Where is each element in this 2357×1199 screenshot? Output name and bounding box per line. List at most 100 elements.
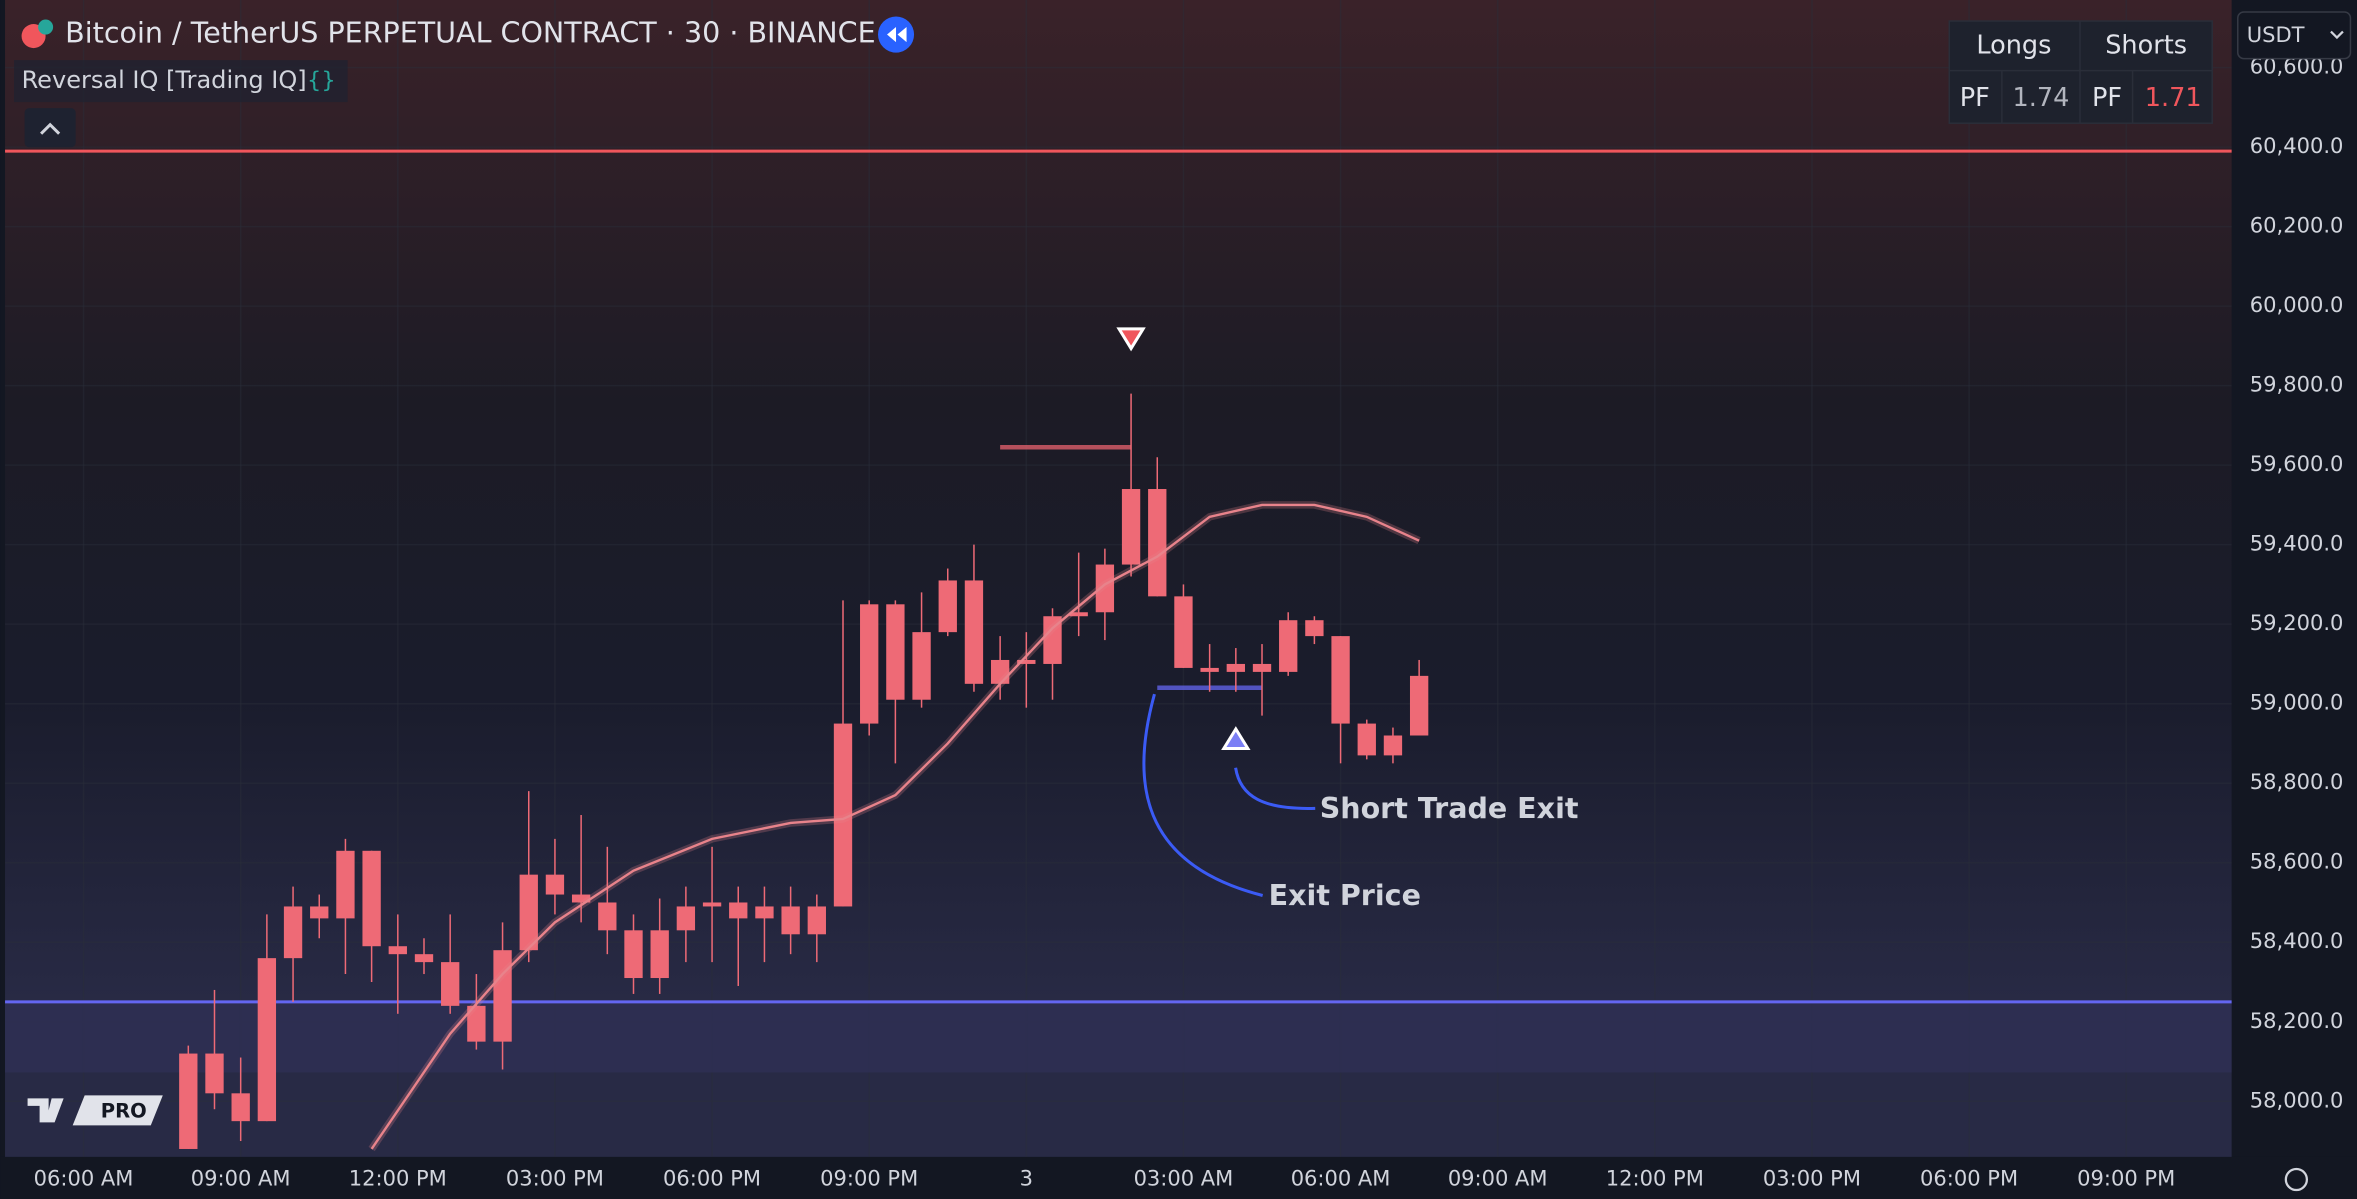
- candle-body: [1226, 663, 1245, 672]
- candle-body: [545, 874, 565, 895]
- logo-text: PRO: [101, 1099, 147, 1122]
- candle-body: [1043, 616, 1062, 664]
- support-zone: [5, 1001, 2232, 1073]
- candle-body: [179, 1053, 198, 1149]
- y-tick-label: 60,000.0: [2250, 292, 2344, 317]
- candle-body: [755, 906, 774, 919]
- indicator-legend: [14, 60, 348, 103]
- candle-body: [702, 902, 722, 907]
- x-tick-label: 03:00 AM: [1134, 1165, 1234, 1190]
- candle-body: [1331, 636, 1350, 724]
- candle-body: [1279, 620, 1298, 672]
- candle-body: [964, 580, 984, 684]
- candle-body: [310, 906, 329, 919]
- candle-body: [571, 894, 591, 903]
- x-tick-label: 03:00 PM: [1763, 1165, 1861, 1190]
- x-tick-label: 06:00 PM: [1920, 1165, 2018, 1190]
- candle-body: [493, 950, 512, 1042]
- y-tick-label: 58,200.0: [2250, 1008, 2344, 1033]
- currency: USDT: [2247, 22, 2305, 47]
- stats-table: Longs Shorts PF 1.74 PF 1.71: [1948, 20, 2213, 124]
- candle-body: [1121, 489, 1141, 565]
- y-tick-label: 60,200.0: [2250, 213, 2344, 238]
- indicator-name[interactable]: Reversal IQ [Trading IQ]: [22, 66, 307, 94]
- x-tick-label: 09:00 AM: [1448, 1165, 1548, 1190]
- buy-signal: [1221, 726, 1251, 750]
- currency-select[interactable]: [2237, 11, 2352, 60]
- candle-body: [729, 902, 748, 919]
- logo: PRO: [27, 1095, 163, 1126]
- replay-icon: [887, 27, 907, 43]
- candle-body: [1095, 564, 1115, 613]
- y-tick-label: 58,400.0: [2250, 928, 2344, 953]
- x-tick-label: 06:00 AM: [1291, 1165, 1391, 1190]
- candle-body: [598, 902, 617, 931]
- symbol-icon: [38, 19, 54, 35]
- candle-body: [231, 1093, 250, 1122]
- table-cell: PF: [1960, 83, 1990, 113]
- candle-body: [807, 906, 826, 935]
- candle-body: [1174, 596, 1193, 668]
- collapse-icon: [40, 122, 61, 135]
- candle-body: [650, 930, 669, 979]
- x-tick-label: 09:00 PM: [2077, 1165, 2175, 1190]
- candle-body: [1069, 612, 1088, 617]
- candle-body: [1305, 620, 1324, 637]
- candle-body: [336, 850, 355, 919]
- candle-body: [467, 1005, 486, 1042]
- y-tick-label: 59,200.0: [2250, 610, 2344, 635]
- settings-button[interactable]: [2284, 1167, 2309, 1192]
- candle-body: [781, 906, 800, 935]
- table-cell: PF: [2092, 83, 2122, 113]
- candle-body: [624, 930, 643, 979]
- y-tick-label: 59,000.0: [2250, 690, 2344, 715]
- table-cell: 1.71: [2145, 83, 2202, 113]
- y-tick-label: 59,800.0: [2250, 372, 2344, 397]
- candle-body: [1148, 489, 1167, 597]
- candle-body: [1252, 663, 1272, 672]
- symbol-title: Bitcoin / TetherUS PERPETUAL CONTRACT · …: [65, 17, 875, 50]
- candle-body: [1017, 659, 1036, 664]
- candle-body: [886, 604, 905, 700]
- x-tick-label: 09:00 PM: [820, 1165, 918, 1190]
- table-header: Longs: [1976, 31, 2051, 61]
- y-tick-label: 58,800.0: [2250, 769, 2344, 794]
- x-tick-label: 03:00 PM: [506, 1165, 604, 1190]
- table-header: Shorts: [2105, 31, 2187, 61]
- price-axis: [2231, 0, 2357, 1157]
- collapse-button[interactable]: [24, 108, 76, 148]
- source-icon[interactable]: {}: [307, 68, 336, 94]
- candle-body: [257, 958, 277, 1122]
- candle-body: [1357, 723, 1376, 756]
- x-tick-label: 09:00 AM: [191, 1165, 291, 1190]
- candle-body: [519, 874, 538, 951]
- table-cell: 1.74: [2013, 83, 2070, 113]
- y-tick-label: 58,600.0: [2250, 849, 2344, 874]
- annotation-connector: [1142, 693, 1264, 897]
- candle-body: [283, 906, 303, 959]
- annotation: Short Trade Exit: [1320, 792, 1579, 825]
- candle-body: [1200, 667, 1219, 672]
- candle-body: [205, 1053, 224, 1094]
- dropdown-icon: [2330, 30, 2344, 40]
- annotation: Exit Price: [1269, 879, 1421, 912]
- y-tick-label: 58,000.0: [2250, 1087, 2344, 1112]
- sell-signal: [1116, 327, 1146, 352]
- x-tick-label: 12:00 PM: [1606, 1165, 1704, 1190]
- x-tick-label: 06:00 PM: [663, 1165, 761, 1190]
- candle-body: [938, 580, 957, 633]
- y-tick-label: 59,400.0: [2250, 531, 2344, 556]
- y-tick-label: 59,600.0: [2250, 451, 2344, 476]
- candle-body: [912, 632, 931, 700]
- candle-body: [388, 946, 407, 955]
- candle-body: [860, 604, 879, 724]
- trend-line: [370, 503, 1420, 1150]
- x-tick-label: 12:00 PM: [349, 1165, 447, 1190]
- candle-body: [676, 906, 696, 931]
- x-tick-label: 3: [1020, 1165, 1033, 1190]
- y-tick-label: 60,400.0: [2250, 133, 2344, 158]
- candle-body: [1409, 675, 1429, 736]
- candle-body: [414, 954, 434, 963]
- candle-body: [441, 962, 460, 1006]
